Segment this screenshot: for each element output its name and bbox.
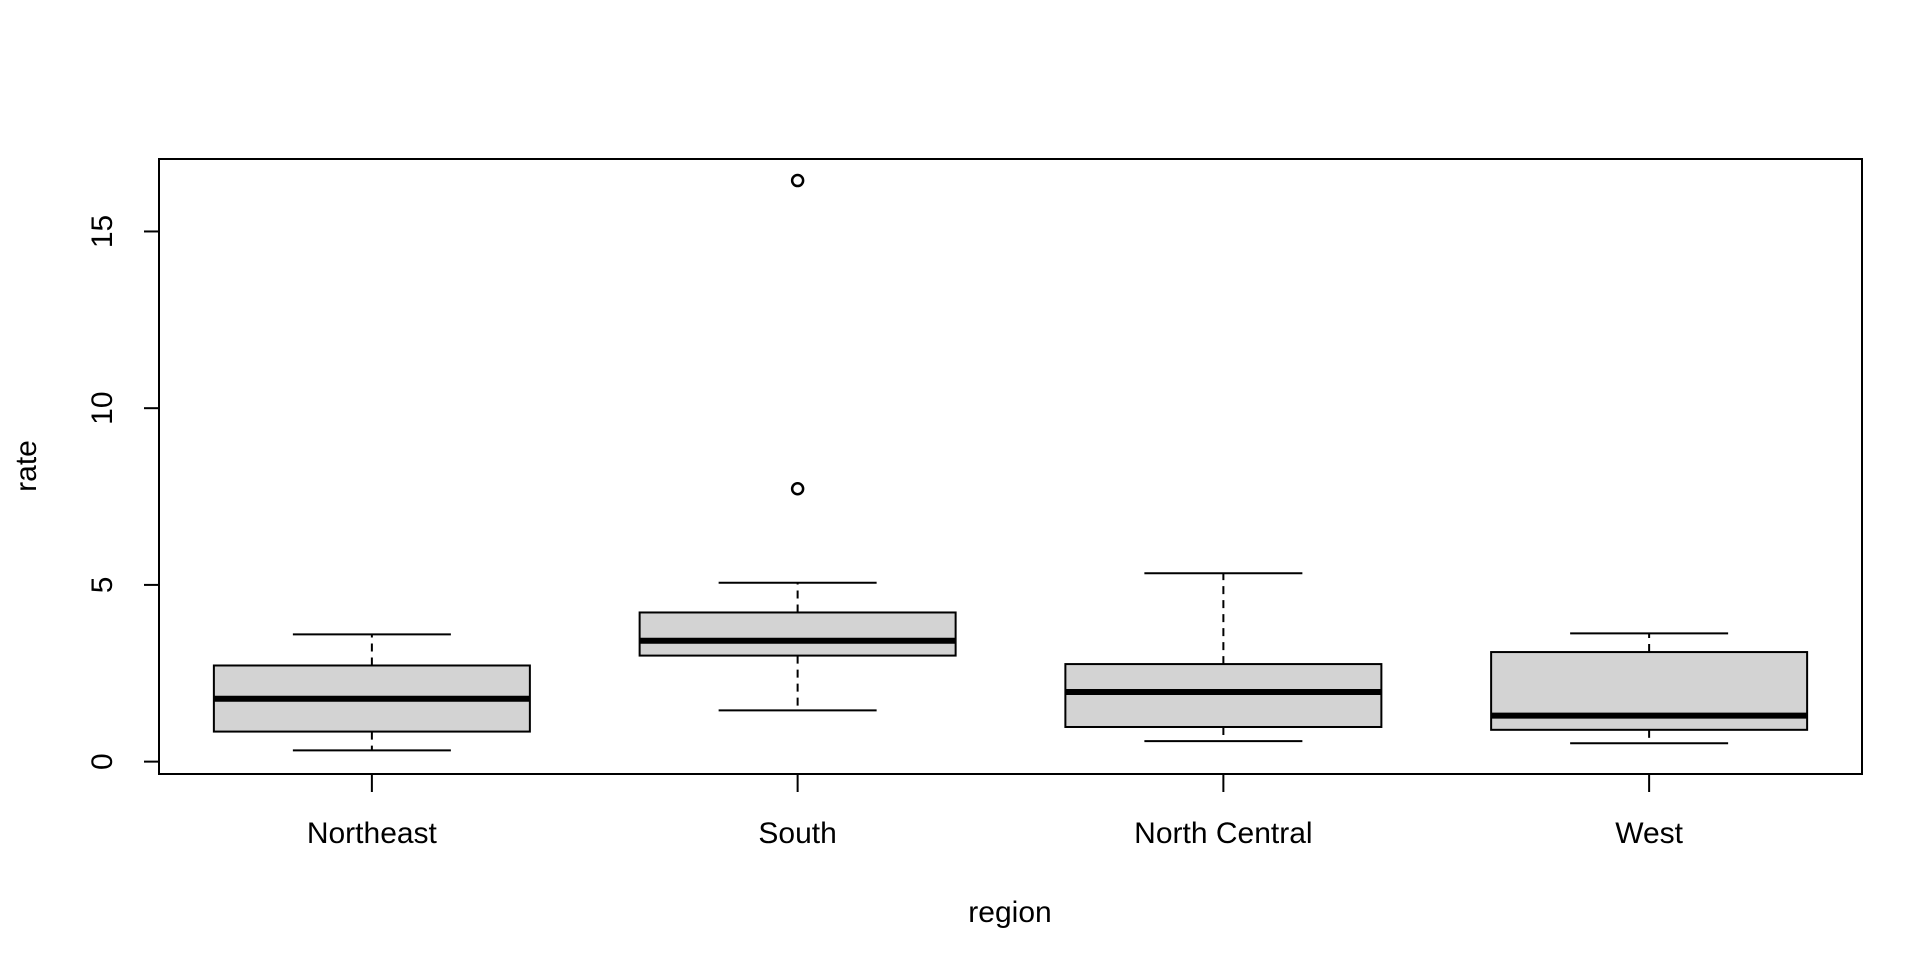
- y-axis-label: rate: [10, 440, 43, 492]
- y-axis: 0 5 10 15: [86, 215, 160, 770]
- x-axis-label: region: [968, 896, 1051, 929]
- box-group-1: [638, 173, 957, 712]
- x-tick-label: North Central: [1134, 817, 1312, 850]
- y-tick-label: 5: [86, 577, 119, 594]
- x-tick-label: Northeast: [307, 817, 438, 850]
- box-group-2: [1064, 572, 1383, 743]
- outlier-point: [790, 173, 805, 188]
- y-tick-label: 15: [86, 215, 119, 248]
- boxes-layer: [212, 173, 1809, 752]
- box-group-0: [212, 633, 531, 752]
- x-axis: Northeast South North Central West: [307, 774, 1684, 850]
- y-tick-label: 10: [86, 391, 119, 424]
- outlier-point: [790, 482, 805, 496]
- x-tick-label: South: [758, 817, 836, 850]
- box-iqr: [1064, 663, 1383, 728]
- box-iqr: [638, 611, 957, 657]
- x-tick-label: West: [1615, 817, 1683, 850]
- y-tick-label: 0: [86, 753, 119, 770]
- box-group-3: [1490, 632, 1809, 745]
